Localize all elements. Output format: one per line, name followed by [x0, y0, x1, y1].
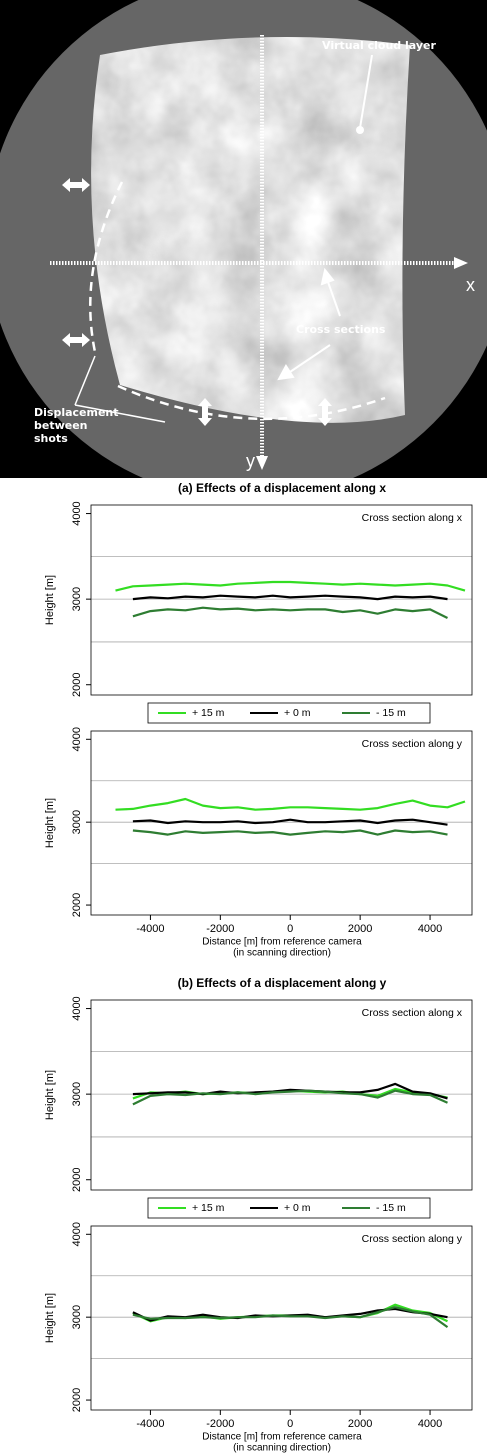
displacement-arrows — [62, 178, 332, 426]
y-tick-label: 3000 — [71, 587, 83, 611]
plot-box — [90, 730, 473, 916]
legend-label: + 15 m — [192, 1202, 225, 1214]
y-tick-label: 2000 — [71, 1388, 83, 1412]
displacement-label: between — [34, 419, 88, 432]
x-tick-label: -4000 — [136, 1418, 164, 1430]
cross-section-arrows — [277, 267, 341, 381]
y-tick-label: 4000 — [71, 1222, 83, 1246]
x-tick-label: 0 — [287, 1418, 293, 1430]
annotation: Cross section along y — [362, 738, 463, 750]
series-line — [132, 1089, 448, 1106]
axes — [50, 35, 455, 458]
y-tick-label: 2000 — [71, 893, 83, 917]
series-line — [115, 797, 466, 811]
y-arrow — [256, 456, 268, 470]
plot-box — [90, 504, 473, 696]
x-axis-label: Distance [m] from reference camera — [202, 1432, 362, 1443]
cloud-layer — [91, 37, 411, 423]
x-tick-label: -2000 — [206, 1418, 234, 1430]
y-tick-label: 4000 — [71, 996, 83, 1020]
chart-title: (a) Effects of a displacement along x — [178, 481, 386, 495]
legend-box — [147, 702, 431, 724]
legend-label: + 0 m — [284, 1202, 311, 1214]
x-tick-label: 4000 — [418, 1418, 442, 1430]
legend-label: + 15 m — [192, 707, 225, 719]
series-line — [132, 818, 448, 826]
chart-title: (b) Effects of a displacement along y — [178, 976, 387, 990]
annotation: Cross section along x — [362, 512, 463, 524]
y-tick-label: 4000 — [71, 501, 83, 525]
x-arrow — [454, 257, 468, 269]
x-tick-label: -4000 — [136, 923, 164, 935]
plot-box — [90, 1225, 473, 1411]
series-line — [132, 594, 448, 601]
x-tick-label: 4000 — [418, 923, 442, 935]
y-axis-label: Height [m] — [44, 1070, 56, 1120]
x-tick-label: 0 — [287, 923, 293, 935]
x-tick-label: -2000 — [206, 923, 234, 935]
series-line — [115, 580, 466, 592]
pointer-dot — [356, 126, 364, 134]
series-line — [132, 1082, 448, 1100]
legend-label: + 0 m — [284, 707, 311, 719]
x-axis-label: (in scanning direction) — [233, 948, 331, 959]
y-tick-label: 3000 — [71, 1305, 83, 1329]
legend-box — [147, 1197, 431, 1219]
series-line — [132, 1306, 449, 1328]
displacement-pointers — [74, 355, 166, 423]
pointer — [359, 54, 373, 129]
cloud-label: Virtual cloud layer — [322, 39, 436, 52]
x-axis-label: Distance [m] from reference camera — [202, 937, 362, 948]
y-tick-label: 2000 — [71, 672, 83, 696]
x-axis-label: x — [466, 275, 475, 295]
annotation: Cross section along x — [362, 1007, 463, 1019]
displacement-edges — [89, 181, 386, 421]
cross-sections-label: Cross sections — [296, 323, 386, 336]
x-axis-label: (in scanning direction) — [233, 1443, 331, 1454]
series-line — [132, 829, 448, 836]
legend-label: - 15 m — [376, 1202, 406, 1214]
y-axis-label: Height [m] — [44, 1293, 56, 1343]
annotation: Cross section along y — [362, 1233, 463, 1245]
y-tick-label: 4000 — [71, 727, 83, 751]
legend-label: - 15 m — [376, 707, 406, 719]
y-axis-label: y — [246, 451, 255, 471]
series-line — [132, 606, 448, 619]
y-tick-label: 3000 — [71, 1082, 83, 1106]
displacement-label: shots — [34, 432, 68, 445]
x-tick-label: 2000 — [348, 1418, 372, 1430]
x-tick-label: 2000 — [348, 923, 372, 935]
displacement-label: Displacement — [34, 406, 119, 419]
y-tick-label: 3000 — [71, 810, 83, 834]
y-tick-label: 2000 — [71, 1167, 83, 1191]
y-axis-label: Height [m] — [44, 798, 56, 848]
y-axis-label: Height [m] — [44, 575, 56, 625]
plot-box — [90, 999, 473, 1191]
diagram: x y Virtual cloud layer Cross sections D… — [0, 0, 487, 478]
